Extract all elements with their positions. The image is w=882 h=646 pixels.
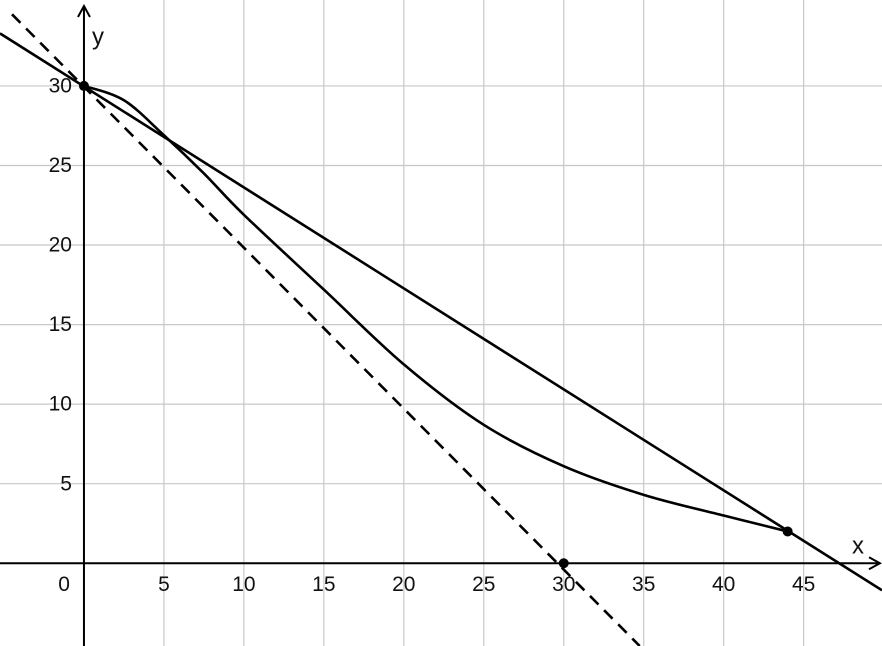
dashed-line [11, 13, 641, 646]
y-tick-label: 5 [60, 472, 72, 495]
y-tick-label: 25 [49, 154, 72, 177]
x-axis-label: x [852, 533, 864, 560]
y-tick-label: 20 [49, 234, 72, 257]
point [78, 80, 89, 91]
x-tick-label: 40 [712, 573, 735, 596]
x-tick-label: 5 [158, 573, 170, 596]
x-tick-label: 45 [792, 573, 815, 596]
line [0, 32, 882, 592]
point [558, 558, 569, 569]
axes [0, 6, 880, 646]
x-tick-label: 15 [312, 573, 335, 596]
x-tick-label: 0 [58, 573, 70, 596]
point [782, 526, 793, 537]
y-tick-label: 10 [49, 393, 72, 416]
labels: 0 5 10 15 20 25 30 35 40 45 5 10 15 20 25 30 x y [49, 23, 864, 595]
plot-area [0, 13, 882, 646]
x-tick-label: 35 [632, 573, 655, 596]
x-tick-label: 30 [552, 573, 575, 596]
y-tick-label: 30 [49, 74, 72, 97]
y-axis-label: y [92, 23, 104, 50]
x-tick-label: 25 [472, 573, 495, 596]
y-tick-label: 15 [49, 313, 72, 336]
x-tick-label: 20 [392, 573, 415, 596]
line [83, 84, 788, 533]
x-tick-label: 10 [232, 573, 255, 596]
